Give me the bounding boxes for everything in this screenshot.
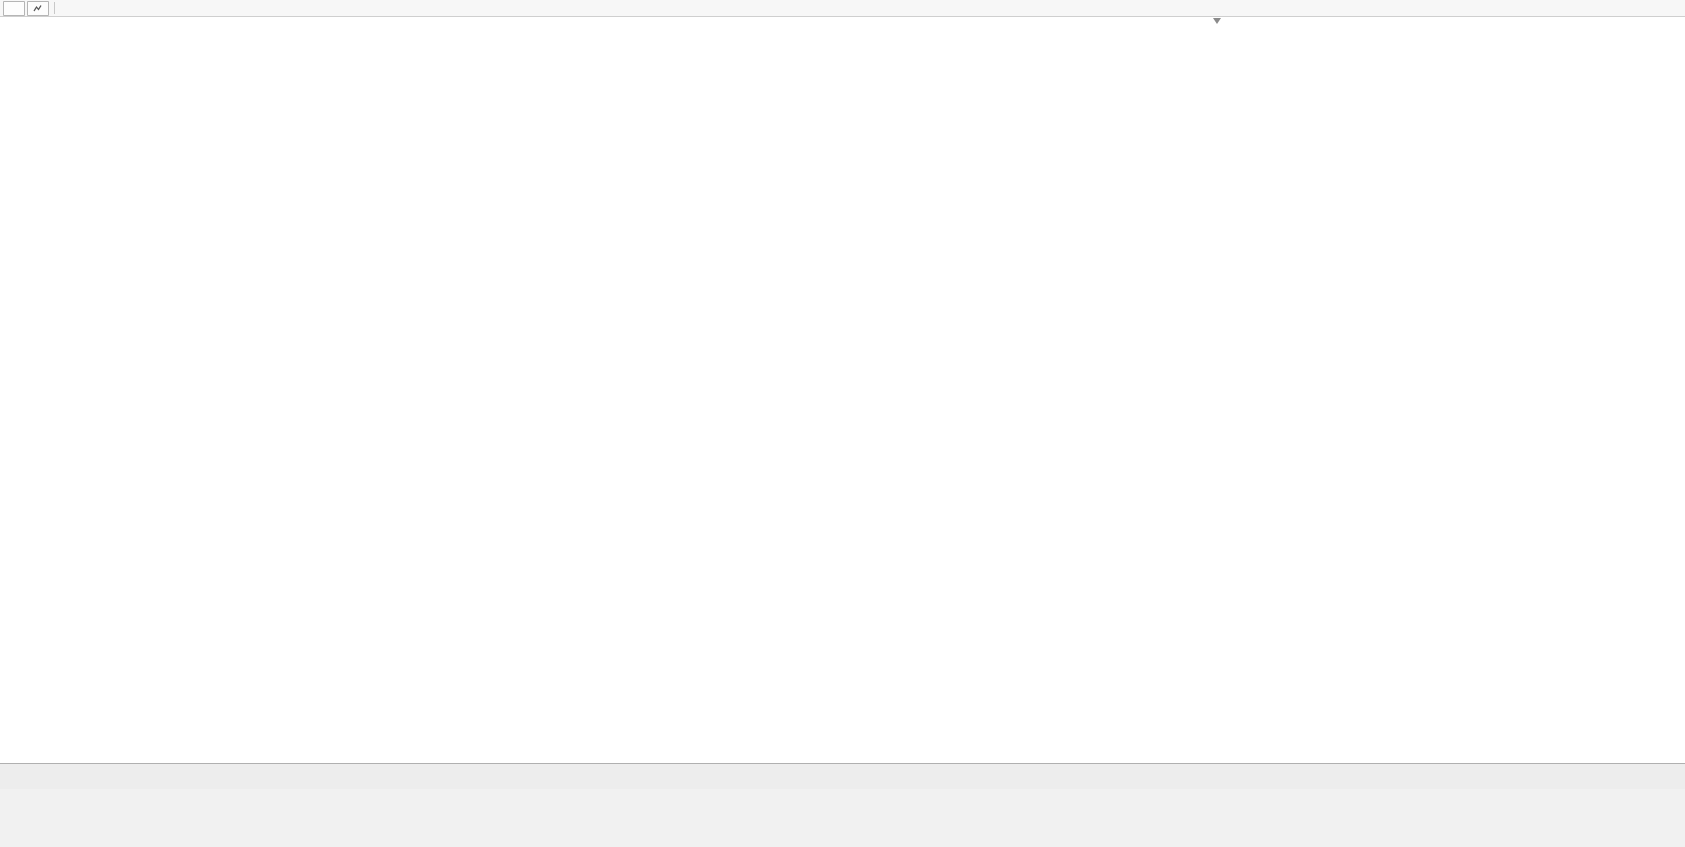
chart-type-button[interactable] bbox=[3, 0, 25, 16]
chart-toolbar bbox=[0, 0, 1685, 17]
status-area bbox=[0, 789, 1685, 847]
chart-tabs-bar bbox=[0, 763, 1685, 789]
line-tool-button[interactable] bbox=[27, 0, 49, 16]
chart-shift-marker-icon[interactable] bbox=[1213, 18, 1221, 24]
polyline-tool-icon bbox=[33, 4, 42, 11]
toolbar-separator bbox=[54, 2, 55, 14]
